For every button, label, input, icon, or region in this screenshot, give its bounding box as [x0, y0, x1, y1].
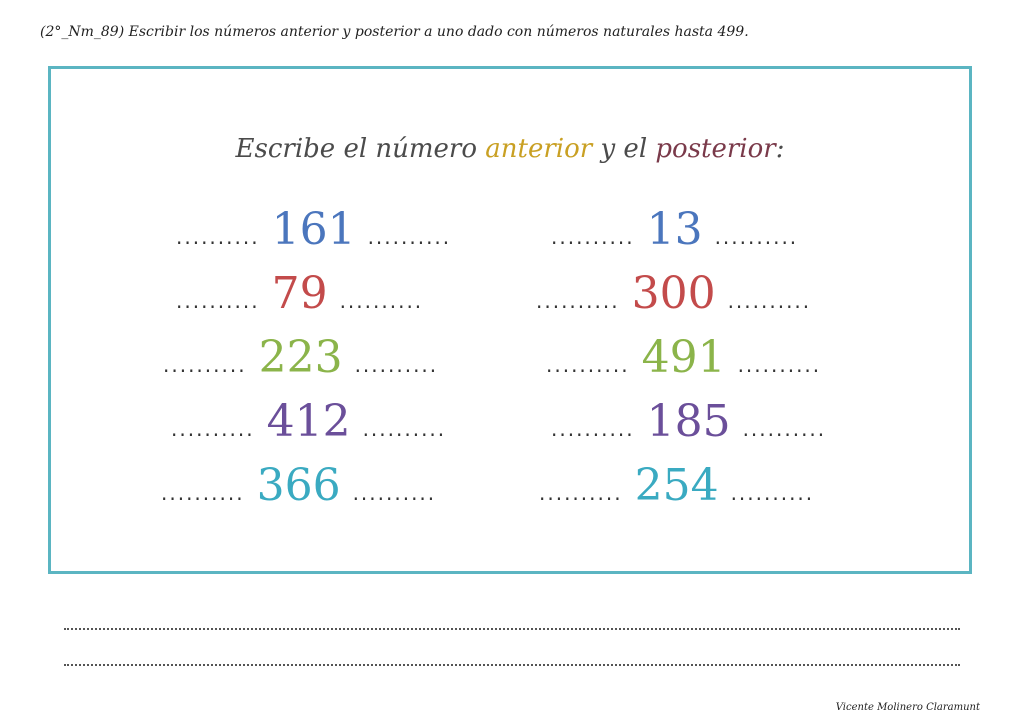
row-5-left: .......... 366 ..........	[161, 460, 436, 520]
number: 300	[631, 268, 716, 319]
row-5-right: .......... 254 ..........	[539, 460, 814, 520]
instruction-posterior: posterior	[655, 134, 776, 164]
row-1-right: .......... 13 ..........	[551, 204, 798, 264]
row-3-left: .......... 223 ..........	[163, 332, 438, 392]
answer-line-1[interactable]	[64, 628, 960, 630]
number: 366	[256, 460, 341, 511]
dots-after[interactable]: ..........	[737, 353, 822, 377]
number: 223	[258, 332, 343, 383]
dots-after[interactable]: ..........	[339, 289, 424, 313]
row-3-right: .......... 491 ..........	[546, 332, 821, 392]
page-header: (2°_Nm_89) Escribir los números anterior…	[40, 24, 749, 40]
answer-line-2[interactable]	[64, 664, 960, 666]
dots-after[interactable]: ..........	[354, 353, 439, 377]
instruction: Escribe el número anterior y el posterio…	[51, 134, 969, 164]
author-signature: Vicente Molinero Claramunt	[835, 702, 980, 713]
number: 13	[646, 204, 703, 255]
row-4-right: .......... 185 ..........	[551, 396, 826, 456]
dots-before[interactable]: ..........	[176, 289, 260, 313]
instruction-anterior: anterior	[485, 134, 593, 164]
instruction-suffix: :	[775, 134, 785, 164]
dots-before[interactable]: ..........	[176, 225, 260, 249]
number: 412	[266, 396, 351, 447]
row-2-right: .......... 300 ..........	[536, 268, 811, 328]
dots-after[interactable]: ..........	[367, 225, 452, 249]
number: 254	[634, 460, 719, 511]
number: 79	[271, 268, 328, 319]
dots-before[interactable]: ..........	[171, 417, 255, 441]
dots-before[interactable]: ..........	[536, 289, 620, 313]
dots-after[interactable]: ..........	[730, 481, 815, 505]
dots-before[interactable]: ..........	[539, 481, 623, 505]
number: 491	[641, 332, 726, 383]
number: 161	[271, 204, 356, 255]
dots-after[interactable]: ..........	[362, 417, 447, 441]
instruction-prefix: Escribe el número	[235, 134, 486, 164]
dots-before[interactable]: ..........	[161, 481, 245, 505]
number: 185	[646, 396, 731, 447]
dots-before[interactable]: ..........	[546, 353, 630, 377]
row-4-left: .......... 412 ..........	[171, 396, 446, 456]
dots-after[interactable]: ..........	[727, 289, 812, 313]
exercise-box: Escribe el número anterior y el posterio…	[48, 66, 972, 574]
instruction-middle: y el	[592, 134, 656, 164]
dots-after[interactable]: ..........	[714, 225, 799, 249]
dots-before[interactable]: ..........	[163, 353, 247, 377]
dots-after[interactable]: ..........	[742, 417, 827, 441]
dots-after[interactable]: ..........	[352, 481, 437, 505]
row-1-left: .......... 161 ..........	[176, 204, 451, 264]
dots-before[interactable]: ..........	[551, 417, 635, 441]
row-2-left: .......... 79 ..........	[176, 268, 423, 328]
dots-before[interactable]: ..........	[551, 225, 635, 249]
